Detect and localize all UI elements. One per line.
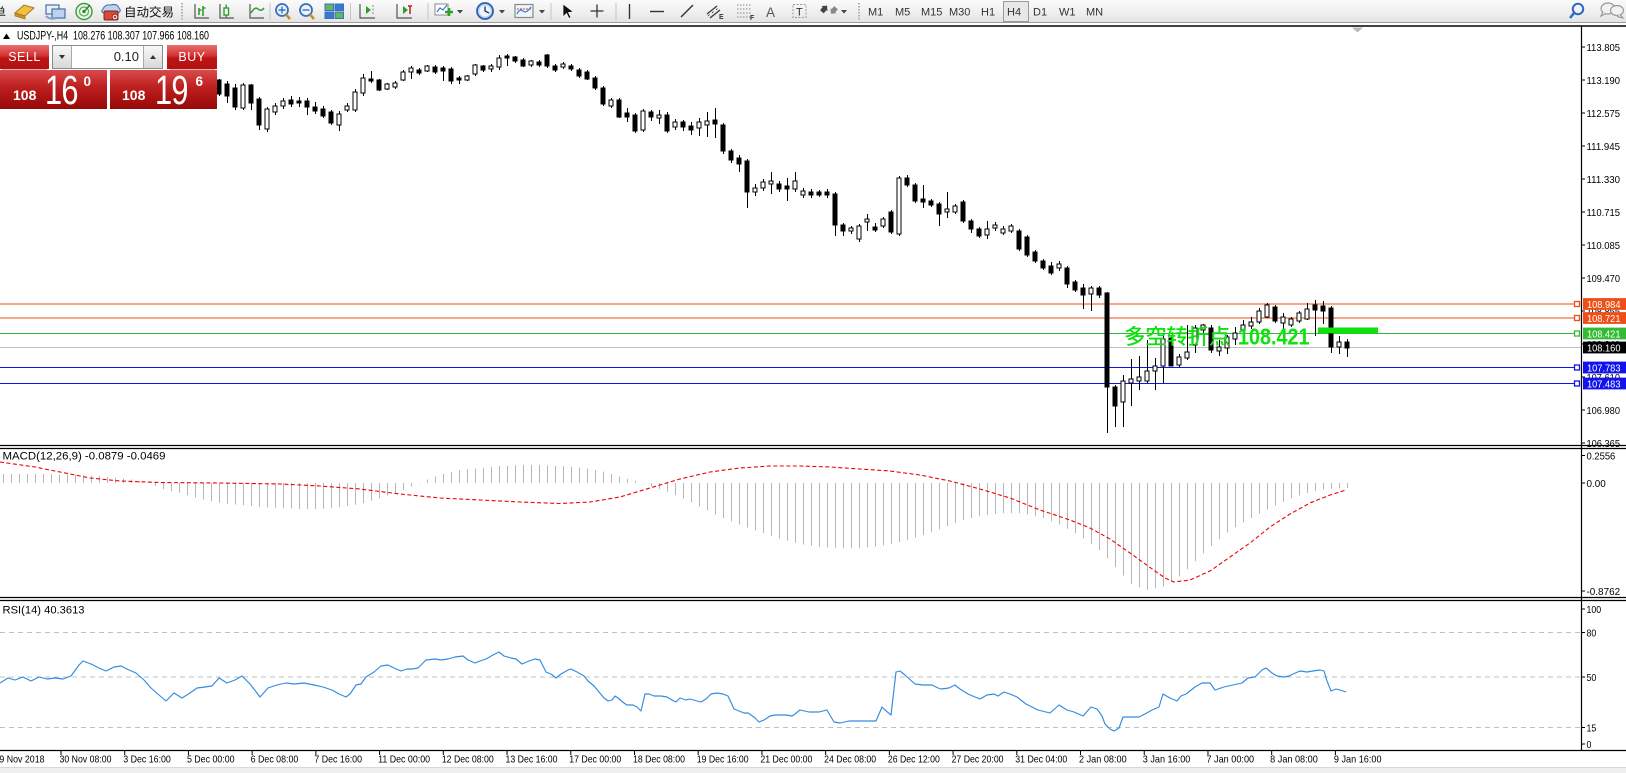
svg-text:3 Dec 16:00: 3 Dec 16:00 xyxy=(123,754,171,766)
svg-text:21 Dec 00:00: 21 Dec 00:00 xyxy=(760,754,812,766)
svg-text:0: 0 xyxy=(1587,739,1592,751)
svg-text:MN: MN xyxy=(1086,7,1103,19)
svg-text:13 Dec 16:00: 13 Dec 16:00 xyxy=(506,754,558,766)
svg-text:H1: H1 xyxy=(981,7,995,19)
svg-text:T: T xyxy=(796,7,803,19)
svg-text:80: 80 xyxy=(1587,627,1597,639)
svg-text:26 Dec 12:00: 26 Dec 12:00 xyxy=(888,754,940,766)
svg-text:108.160: 108.160 xyxy=(1587,343,1621,355)
svg-text:9 Jan 16:00: 9 Jan 16:00 xyxy=(1334,754,1382,766)
svg-text:7 Dec 16:00: 7 Dec 16:00 xyxy=(314,754,362,766)
svg-text:111.945: 111.945 xyxy=(1587,141,1621,153)
svg-text:100: 100 xyxy=(1587,604,1602,616)
svg-text:USDJPY-,H4 108.276 108.307 10: USDJPY-,H4 108.276 108.307 107.966 108.1… xyxy=(17,31,209,43)
svg-text:M5: M5 xyxy=(895,7,910,19)
svg-text:27 Dec 20:00: 27 Dec 20:00 xyxy=(952,754,1004,766)
svg-text:11 Dec 00:00: 11 Dec 00:00 xyxy=(378,754,430,766)
svg-text:RSI(14) 40.3613: RSI(14) 40.3613 xyxy=(3,605,85,617)
svg-text:113.805: 113.805 xyxy=(1587,42,1621,54)
svg-text:110.085: 110.085 xyxy=(1587,240,1621,252)
svg-text:A: A xyxy=(766,5,775,20)
svg-text:17 Dec 00:00: 17 Dec 00:00 xyxy=(569,754,621,766)
svg-text:50: 50 xyxy=(1587,672,1597,684)
svg-text:107.483: 107.483 xyxy=(1587,379,1621,391)
svg-text:108.421: 108.421 xyxy=(1587,329,1621,341)
svg-text:108.984: 108.984 xyxy=(1587,299,1621,311)
svg-text:29 Nov 2018: 29 Nov 2018 xyxy=(0,754,45,766)
svg-text:M15: M15 xyxy=(921,7,942,19)
svg-text:H4: H4 xyxy=(1007,7,1021,19)
svg-text:18 Dec 08:00: 18 Dec 08:00 xyxy=(633,754,685,766)
svg-text:M1: M1 xyxy=(868,7,883,19)
svg-text:2 Jan 08:00: 2 Jan 08:00 xyxy=(1079,754,1127,766)
svg-text:E: E xyxy=(719,14,724,21)
svg-text:30 Nov 08:00: 30 Nov 08:00 xyxy=(60,754,112,766)
svg-text:MACD(12,26,9) -0.0879 -0.0469: MACD(12,26,9) -0.0879 -0.0469 xyxy=(3,451,166,463)
svg-text:-0.8762: -0.8762 xyxy=(1587,586,1621,598)
svg-text:7 Jan 00:00: 7 Jan 00:00 xyxy=(1206,754,1254,766)
svg-text:15: 15 xyxy=(1587,722,1597,734)
svg-text:6 Dec 08:00: 6 Dec 08:00 xyxy=(251,754,299,766)
svg-text:113.190: 113.190 xyxy=(1587,75,1621,87)
svg-text:108.721: 108.721 xyxy=(1587,313,1621,325)
svg-text:108.421: 108.421 xyxy=(1238,324,1310,350)
svg-text:D1: D1 xyxy=(1033,7,1047,19)
svg-text:F: F xyxy=(750,15,755,22)
svg-text:31 Dec 04:00: 31 Dec 04:00 xyxy=(1015,754,1067,766)
svg-text:0.2556: 0.2556 xyxy=(1587,450,1616,462)
svg-text:19 Dec 16:00: 19 Dec 16:00 xyxy=(697,754,749,766)
svg-text:24 Dec 08:00: 24 Dec 08:00 xyxy=(824,754,876,766)
svg-text:111.330: 111.330 xyxy=(1587,174,1621,186)
svg-text:0.00: 0.00 xyxy=(1587,478,1606,490)
svg-text:5 Dec 00:00: 5 Dec 00:00 xyxy=(187,754,235,766)
svg-text:112.575: 112.575 xyxy=(1587,108,1621,120)
svg-text:110.715: 110.715 xyxy=(1587,207,1621,219)
svg-text:107.783: 107.783 xyxy=(1587,363,1621,375)
svg-text:M30: M30 xyxy=(949,7,970,19)
svg-text:106.980: 106.980 xyxy=(1587,405,1621,417)
svg-text:3 Jan 16:00: 3 Jan 16:00 xyxy=(1143,754,1191,766)
svg-text:12 Dec 08:00: 12 Dec 08:00 xyxy=(442,754,494,766)
svg-text:106.365: 106.365 xyxy=(1587,438,1621,450)
svg-text:W1: W1 xyxy=(1059,7,1076,19)
svg-text:8 Jan 08:00: 8 Jan 08:00 xyxy=(1270,754,1318,766)
svg-text:109.470: 109.470 xyxy=(1587,273,1621,285)
